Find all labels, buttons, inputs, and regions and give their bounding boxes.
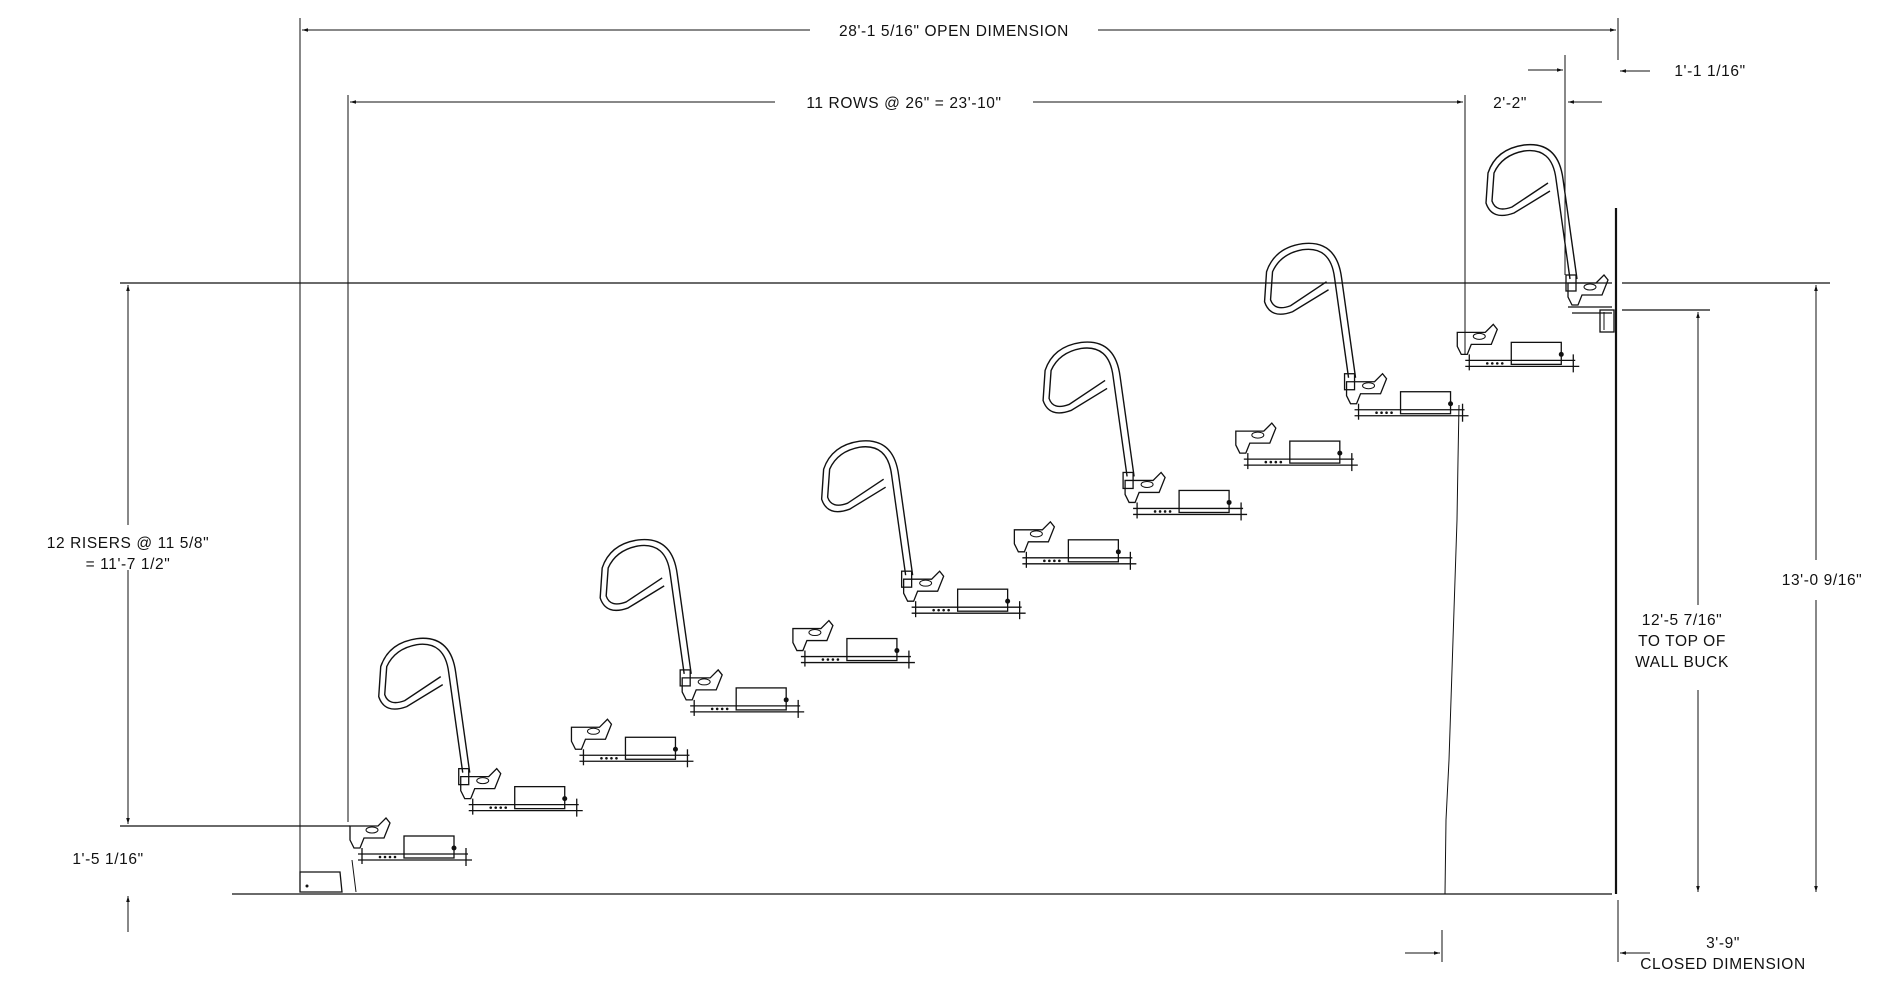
total-height-label: 13'-0 9/16" xyxy=(1782,572,1863,589)
wall-bracket xyxy=(1599,309,1615,333)
handrails xyxy=(378,143,1578,786)
bleacher-row xyxy=(1124,471,1248,521)
bleacher-row xyxy=(349,817,472,866)
risers-label-line-2: = 11'-7 1/2" xyxy=(86,556,171,573)
extension-lines xyxy=(299,18,1619,962)
bleacher-row xyxy=(1456,323,1580,373)
bleacher-row xyxy=(792,619,915,669)
top-gap-label: 2'-2" xyxy=(1493,95,1527,112)
wall-buck-label-line-1: 12'-5 7/16" xyxy=(1642,612,1723,629)
bleacher-row xyxy=(1345,372,1469,422)
bleacher-row xyxy=(1235,422,1358,472)
bleacher-row xyxy=(460,767,583,817)
closed-label-line-1: 3'-9" xyxy=(1706,935,1740,952)
bleacher-row xyxy=(681,668,805,718)
bleacher-row xyxy=(1013,520,1137,570)
wall-buck-label-line-3: WALL BUCK xyxy=(1635,654,1729,671)
bleacher-row xyxy=(902,570,1026,620)
handrail xyxy=(599,538,692,687)
handrail xyxy=(820,440,914,588)
closed-label-line-2: CLOSED DIMENSION xyxy=(1640,956,1806,973)
first-rise-label: 1'-5 1/16" xyxy=(72,851,143,868)
labels: 28'-1 5/16" OPEN DIMENSION 11 ROWS @ 26"… xyxy=(47,19,1863,973)
handrail xyxy=(1042,341,1135,490)
handrail xyxy=(1263,242,1357,391)
handrail xyxy=(1485,143,1578,292)
support-jagged-line xyxy=(1444,404,1460,895)
bleacher-rows xyxy=(349,274,1612,866)
risers-label-line-1: 12 RISERS @ 11 5/8" xyxy=(47,535,209,552)
handrail xyxy=(378,637,471,786)
open-dimension-label: 28'-1 5/16" OPEN DIMENSION xyxy=(839,23,1069,40)
bleacher-row xyxy=(1567,274,1612,314)
front-nosing xyxy=(299,859,357,893)
wall-offset-label: 1'-1 1/16" xyxy=(1674,63,1745,80)
top-gap-dimension-line xyxy=(1528,68,1602,104)
rows-dimension-label: 11 ROWS @ 26" = 23'-10" xyxy=(806,95,1001,112)
bleacher-row xyxy=(570,718,694,768)
wall-buck-label-line-2: TO TOP OF xyxy=(1638,633,1726,650)
